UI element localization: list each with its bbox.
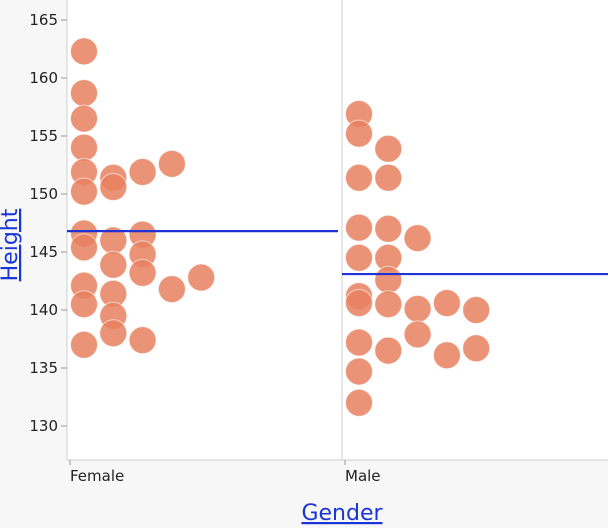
- y-tick-label: 150: [29, 185, 58, 203]
- data-point-male: [462, 334, 491, 363]
- data-point-male: [345, 328, 373, 357]
- data-point-male: [374, 134, 403, 163]
- x-axis-title[interactable]: Gender: [301, 501, 383, 526]
- data-point-male: [345, 213, 373, 242]
- data-point-male: [432, 341, 461, 370]
- data-point-female: [99, 173, 128, 202]
- data-point-female: [128, 157, 157, 186]
- y-tick-label: 140: [29, 301, 58, 319]
- data-point-male: [345, 243, 373, 272]
- data-point-female: [99, 319, 128, 348]
- data-point-female: [128, 326, 157, 355]
- data-point-female: [70, 330, 98, 359]
- data-point-male: [345, 289, 373, 318]
- y-tick-label: 130: [29, 417, 58, 435]
- data-point-female: [99, 250, 128, 279]
- data-point-male: [345, 388, 373, 417]
- plot-background: [67, 0, 608, 460]
- data-point-female: [187, 263, 216, 292]
- data-point-female: [70, 177, 98, 206]
- data-point-male: [432, 289, 461, 318]
- data-point-female: [70, 233, 98, 262]
- data-point-male: [374, 163, 403, 192]
- data-point-male: [345, 163, 373, 192]
- y-tick-label: 145: [29, 243, 58, 261]
- y-tick-label: 165: [29, 11, 58, 29]
- y-axis: 130 135 140 145 150 155 160 165: [29, 0, 68, 460]
- data-point-female: [70, 290, 98, 319]
- data-point-male: [374, 290, 403, 319]
- data-point-male: [403, 224, 432, 253]
- y-tick-label: 160: [29, 69, 58, 87]
- data-point-male: [403, 294, 432, 323]
- data-point-female: [157, 275, 186, 304]
- y-axis-title[interactable]: Height: [0, 208, 23, 281]
- data-points: [70, 37, 491, 417]
- data-point-female: [128, 258, 157, 287]
- y-tick-label: 155: [29, 127, 58, 145]
- data-point-female: [70, 37, 98, 66]
- data-point-male: [345, 357, 373, 386]
- data-point-male: [374, 265, 403, 294]
- data-point-female: [70, 133, 98, 162]
- x-tick-label-male: Male: [345, 467, 381, 485]
- data-point-male: [403, 320, 432, 349]
- data-point-female: [70, 79, 98, 108]
- mean-lines: [67, 230, 608, 276]
- data-point-female: [70, 104, 98, 133]
- data-point-male: [345, 119, 373, 148]
- x-tick-label-female: Female: [70, 467, 124, 485]
- data-point-male: [374, 214, 403, 243]
- data-point-male: [374, 336, 403, 365]
- y-tick-label: 135: [29, 359, 58, 377]
- data-point-male: [462, 296, 491, 324]
- x-axis: Female Male: [67, 459, 608, 485]
- data-point-female: [157, 149, 186, 178]
